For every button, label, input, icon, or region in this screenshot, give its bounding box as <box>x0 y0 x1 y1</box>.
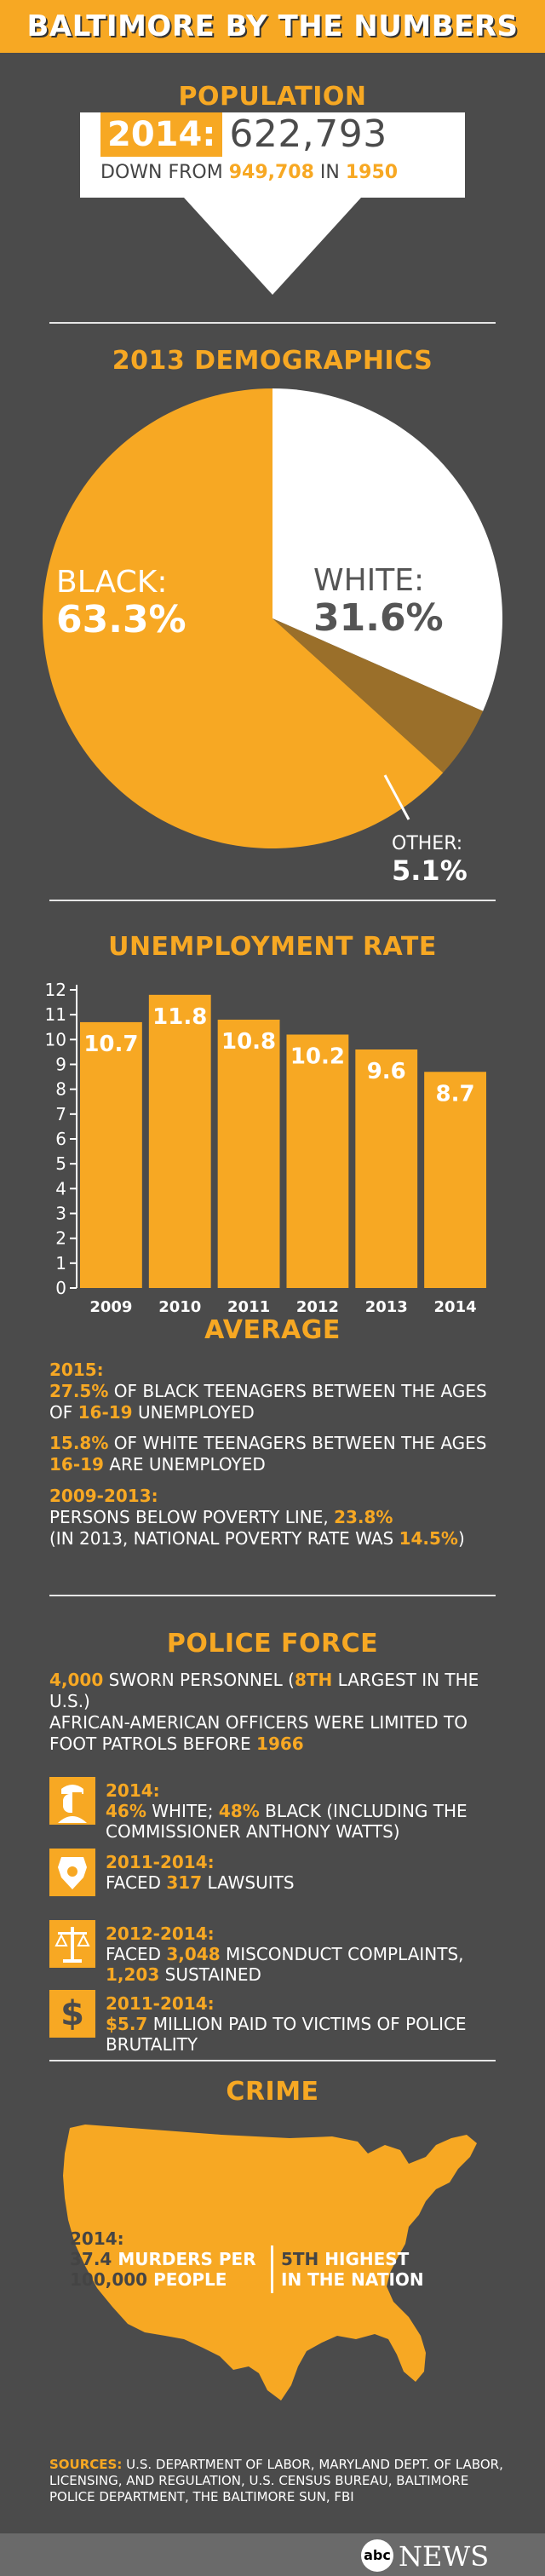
crime-murder-rate: 2014: 37.4 MURDERS PER 100,000 PEOPLE <box>70 2228 256 2290</box>
police-item-lawsuits: 2011-2014: FACED 317 LAWSUITS <box>49 1849 509 1900</box>
bar-value-label: 10.2 <box>290 1044 345 1070</box>
pie-slice-white <box>272 388 502 711</box>
crime-national-rank: 5TH HIGHEST IN THE NATION <box>281 2249 424 2290</box>
population-arrow <box>80 112 465 295</box>
police-item-payments: $ 2011-2014: $5.7 MILLION PAID TO VICTIM… <box>49 1990 509 2055</box>
footer-bar <box>0 2533 545 2576</box>
police-item-misconduct: 2012-2014: FACED 3,048 MISCONDUCT COMPLA… <box>49 1920 509 1985</box>
page-title: BALTIMORE BY THE NUMBERS <box>26 9 519 43</box>
pie-slice-black <box>42 388 444 848</box>
population-value: 622,793 <box>229 112 387 156</box>
bar-2014 <box>424 1072 486 1288</box>
police-badge-icon <box>49 1849 95 1896</box>
other-pointer-line <box>383 774 410 820</box>
population-row: 2014: 622,793 <box>100 112 387 157</box>
y-tick-label: 3 <box>55 1204 66 1224</box>
divider <box>49 1595 496 1596</box>
stat-white-teens: 15.8% OF WHITE TEENAGERS BETWEEN THE AGE… <box>49 1433 487 1475</box>
y-tick-label: 9 <box>55 1055 66 1075</box>
x-tick-label: 2013 <box>365 1298 408 1316</box>
y-tick-label: 1 <box>55 1253 66 1274</box>
crime-divider <box>271 2245 273 2293</box>
pie-label-white: WHITE: 31.6% <box>313 563 444 640</box>
header-bar: BALTIMORE BY THE NUMBERS <box>0 0 545 53</box>
bar-2009 <box>80 1021 142 1288</box>
bar-value-label: 10.8 <box>221 1029 276 1055</box>
demographics-pie <box>42 388 502 848</box>
police-intro: 4,000 SWORN PERSONNEL (8TH LARGEST IN TH… <box>49 1670 479 1754</box>
x-tick-label: 2010 <box>158 1298 201 1316</box>
arrow-shape <box>80 112 465 295</box>
bar-2012 <box>286 1034 349 1288</box>
demographics-title: 2013 DEMOGRAPHICS <box>112 346 433 376</box>
unemployment-title: UNEMPLOYMENT RATE <box>108 932 437 962</box>
abc-logo: abc <box>361 2539 393 2572</box>
bar-value-label: 9.6 <box>367 1059 406 1084</box>
x-tick-label: 2011 <box>227 1298 270 1316</box>
x-tick-label: 2014 <box>434 1298 477 1316</box>
population-subtitle: DOWN FROM 949,708 IN 1950 <box>100 162 399 183</box>
divider <box>49 2060 496 2061</box>
y-tick-label: 12 <box>45 980 66 1000</box>
y-tick-label: 8 <box>55 1079 66 1100</box>
divider <box>49 322 496 324</box>
population-year: 2014: <box>100 112 223 157</box>
sources-note: SOURCES: U.S. DEPARTMENT OF LABOR, MARYL… <box>49 2457 503 2504</box>
bar-value-label: 8.7 <box>436 1081 475 1107</box>
x-tick-label: 2012 <box>296 1298 339 1316</box>
police-item-text: 2014: 46% WHITE; 48% BLACK (INCLUDING TH… <box>106 1780 468 1842</box>
population-title: POPULATION <box>178 82 367 112</box>
news-wordmark: NEWS <box>399 2540 490 2573</box>
bar-value-label: 10.7 <box>83 1032 138 1057</box>
y-tick-label: 6 <box>55 1129 66 1149</box>
y-tick-label: 2 <box>55 1228 66 1249</box>
police-item-demographics: 2014: 46% WHITE; 48% BLACK (INCLUDING TH… <box>49 1777 509 1842</box>
pie-slice-other <box>272 618 484 773</box>
bar-2011 <box>217 1020 280 1288</box>
crime-title: CRIME <box>226 2077 319 2107</box>
bar-value-label: 11.8 <box>152 1004 207 1030</box>
pie-label-black: BLACK: 63.3% <box>56 565 186 641</box>
divider <box>49 900 496 901</box>
scales-of-justice-icon <box>49 1920 95 1968</box>
y-tick-label: 11 <box>45 1004 66 1025</box>
y-tick-label: 0 <box>55 1278 66 1298</box>
police-item-text: 2011-2014: $5.7 MILLION PAID TO VICTIMS … <box>106 1993 467 2055</box>
police-item-text: 2012-2014: FACED 3,048 MISCONDUCT COMPLA… <box>106 1923 464 1985</box>
y-tick-label: 4 <box>55 1178 66 1199</box>
police-item-text: 2011-2014: FACED 317 LAWSUITS <box>106 1852 295 1893</box>
dollar-sign-icon: $ <box>49 1990 95 2038</box>
x-tick-label: 2009 <box>89 1298 132 1316</box>
y-tick-label: 7 <box>55 1104 66 1124</box>
bar-2013 <box>355 1049 418 1288</box>
stat-poverty: 2009-2013: PERSONS BELOW POVERTY LINE, 2… <box>49 1486 465 1549</box>
officer-silhouette-icon <box>49 1777 95 1825</box>
stat-black-teens: 2015: 27.5% OF BLACK TEENAGERS BETWEEN T… <box>49 1360 487 1423</box>
unemployment-average-label: AVERAGE <box>204 1315 341 1345</box>
us-map-icon <box>63 2125 477 2401</box>
y-tick-label: 10 <box>45 1029 66 1049</box>
y-tick-label: 5 <box>55 1153 66 1174</box>
bar-2010 <box>148 994 211 1288</box>
police-title: POLICE FORCE <box>166 1629 379 1659</box>
pie-label-other: OTHER: 5.1% <box>392 833 468 887</box>
